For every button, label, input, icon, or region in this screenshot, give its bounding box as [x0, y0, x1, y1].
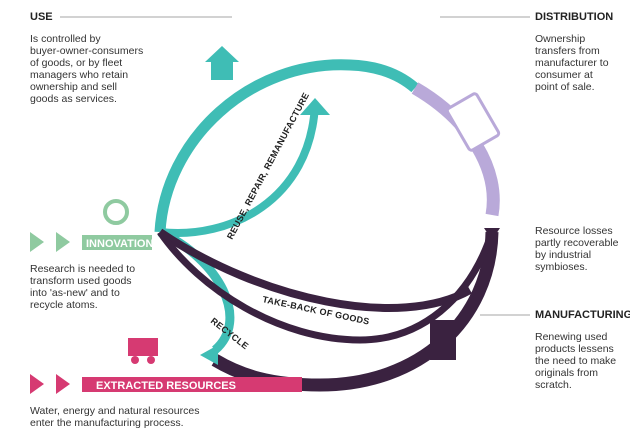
text-line: partly recoverable [535, 237, 619, 249]
factory-icon [430, 320, 456, 360]
text-line: enter the manufacturing process. [30, 417, 184, 429]
text-line: Ownership [535, 33, 585, 45]
text-line: symbioses. [535, 261, 588, 273]
text-line: into 'as-new' and to [30, 287, 120, 299]
text-line: scratch. [535, 379, 572, 391]
text-line: transform used goods [30, 275, 132, 287]
text-line: by industrial [535, 249, 591, 261]
recycle-icon [105, 201, 127, 223]
text-line: Water, energy and natural resources [30, 405, 199, 417]
text-line: products lessens [535, 343, 614, 355]
text-line: Research is needed to [30, 263, 135, 275]
wheel [131, 356, 139, 364]
text-line: Resource losses [535, 225, 613, 237]
chevrons [30, 374, 70, 394]
cart-icon [128, 338, 158, 356]
manufacturing-title: MANUFACTURING [535, 309, 630, 321]
extracted-title: EXTRACTED RESOURCES [96, 380, 236, 392]
extracted-text: Water, energy and natural resourcesenter… [30, 405, 199, 429]
text-line: point of sale. [535, 81, 595, 93]
diagram: INNOVATION EXTRACTED RESOURCES USE Is co… [0, 0, 630, 431]
text-line: of goods, or by fleet [30, 57, 122, 69]
text-line: Renewing used [535, 331, 608, 343]
text-line: Is controlled by [30, 33, 101, 45]
text-line: goods as services. [30, 93, 117, 105]
distribution-title: DISTRIBUTION [535, 11, 613, 23]
text-line: manufacturer to [535, 57, 609, 69]
text-line: the need to make [535, 355, 616, 367]
text-line: consumer at [535, 69, 593, 81]
text-line: managers who retain [30, 69, 128, 81]
chevrons [30, 232, 70, 252]
page: {"use": {"title": "USE", "lines": ["Is c… [0, 0, 630, 431]
text-line: ownership and sell [30, 81, 117, 93]
text-line: transfers from [535, 45, 600, 57]
use-title: USE [30, 11, 53, 23]
text-line: buyer-owner-consumers [30, 45, 143, 57]
text-line: originals from [535, 367, 598, 379]
use-text: Is controlled bybuyer-owner-consumersof … [30, 33, 143, 105]
arrow [200, 345, 218, 365]
innovation-title: INNOVATION [86, 238, 153, 250]
house-icon [205, 46, 239, 80]
use-arc [160, 65, 415, 232]
text-line: recycle atoms. [30, 299, 98, 311]
truck-icon [446, 93, 499, 152]
wheel [147, 356, 155, 364]
